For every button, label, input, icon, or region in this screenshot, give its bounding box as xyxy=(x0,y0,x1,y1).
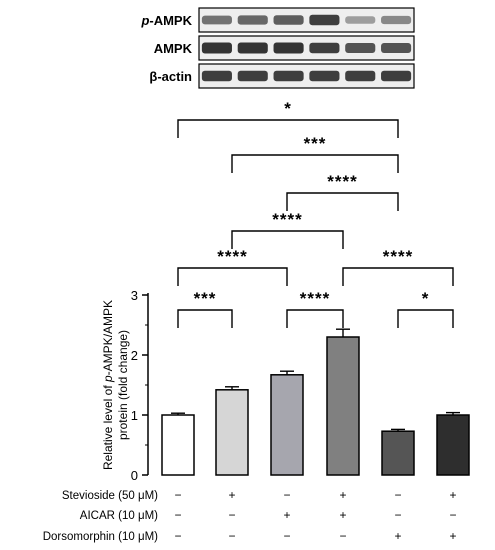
significance-label: **** xyxy=(272,210,302,229)
condition-sign: + xyxy=(228,488,235,502)
significance-bracket xyxy=(231,154,399,173)
condition-sign: − xyxy=(283,488,290,502)
bar xyxy=(326,336,360,476)
y-axis-label-line1: Relative level of xyxy=(101,382,115,470)
condition-sign: − xyxy=(228,508,235,522)
blot-frame xyxy=(198,35,415,61)
significance-bracket xyxy=(231,230,344,249)
y-axis-label-line2: protein (fold change) xyxy=(116,330,130,440)
condition-sign: + xyxy=(394,529,401,543)
condition-sign: − xyxy=(174,508,181,522)
condition-sign: + xyxy=(449,488,456,502)
y-tick-label: 2 xyxy=(131,348,138,363)
significance-label: *** xyxy=(304,134,327,153)
condition-sign: − xyxy=(174,529,181,543)
y-axis-label-italic: p xyxy=(101,375,115,383)
y-tick-label: 1 xyxy=(131,408,138,423)
significance-label: **** xyxy=(300,289,330,308)
condition-sign: − xyxy=(394,488,401,502)
significance-bracket xyxy=(177,267,288,286)
significance-bracket xyxy=(397,309,454,328)
blot-band xyxy=(381,15,412,25)
blot-band xyxy=(273,42,304,54)
blot-band xyxy=(237,15,268,25)
bar xyxy=(270,374,304,476)
blot-band xyxy=(345,16,376,24)
condition-sign: + xyxy=(283,508,290,522)
blot-band xyxy=(273,70,304,82)
western-blot-panel: p-AMPK AMPK β-actin xyxy=(140,7,415,89)
condition-sign: − xyxy=(339,529,346,543)
bar xyxy=(161,414,195,476)
condition-sign: − xyxy=(174,488,181,502)
blot-band xyxy=(345,70,376,82)
condition-sign: − xyxy=(283,529,290,543)
bar xyxy=(215,389,249,476)
significance-bracket xyxy=(342,267,454,286)
blot-band xyxy=(345,43,376,53)
condition-label: AICAR (10 μM) xyxy=(80,510,158,522)
blot-band xyxy=(237,70,268,82)
significance-label: **** xyxy=(327,172,357,191)
blot-label-prefix: p xyxy=(140,13,149,28)
blot-band xyxy=(381,70,412,82)
bar xyxy=(436,414,470,476)
blot-frame xyxy=(198,63,415,89)
treatment-condition-table: Stevioside (50 μM) − + − + − + AICAR (10 μM) − − +… xyxy=(43,488,457,543)
significance-bracket xyxy=(286,309,344,328)
blot-label-suffix: β-actin xyxy=(149,69,192,84)
significance-bracket xyxy=(286,192,399,211)
condition-sign: − xyxy=(228,529,235,543)
bar xyxy=(381,430,415,476)
blot-label-suffix: -AMPK xyxy=(149,13,192,28)
condition-sign: − xyxy=(394,508,401,522)
blot-frame xyxy=(198,7,415,33)
significance-label: * xyxy=(422,289,430,308)
significance-brackets: *** **** ***** **************** xyxy=(177,99,454,328)
y-tick-label: 0 xyxy=(131,468,138,483)
blot-band xyxy=(273,15,304,25)
y-axis-label-line1-rest: -AMPK/AMPK xyxy=(101,300,115,375)
condition-sign: + xyxy=(339,488,346,502)
significance-bracket xyxy=(177,309,233,328)
blot-band xyxy=(201,15,232,25)
significance-bracket xyxy=(177,119,399,138)
y-tick-label: 3 xyxy=(131,288,138,303)
blot-row-label: β-actin xyxy=(149,69,192,84)
blot-band xyxy=(309,14,340,26)
blot-row-label: AMPK xyxy=(154,41,193,56)
significance-label: *** xyxy=(194,289,217,308)
significance-label: **** xyxy=(383,247,413,266)
significance-label: * xyxy=(284,99,292,118)
y-axis-label: Relative level of p-AMPK/AMPKprotein (fo… xyxy=(101,300,130,470)
condition-sign: + xyxy=(449,529,456,543)
blot-row-label: p-AMPK xyxy=(140,13,192,28)
blot-band xyxy=(309,42,340,54)
condition-sign: + xyxy=(339,508,346,522)
blot-band xyxy=(309,70,340,82)
blot-band xyxy=(381,43,412,53)
condition-sign: − xyxy=(449,508,456,522)
condition-label: Stevioside (50 μM) xyxy=(62,490,158,502)
blot-band xyxy=(201,42,232,54)
blot-label-suffix: AMPK xyxy=(154,41,193,56)
significance-label: **** xyxy=(217,247,247,266)
blot-band xyxy=(201,70,232,82)
blot-band xyxy=(237,42,268,54)
condition-label: Dorsomorphin (10 μM) xyxy=(43,531,158,543)
